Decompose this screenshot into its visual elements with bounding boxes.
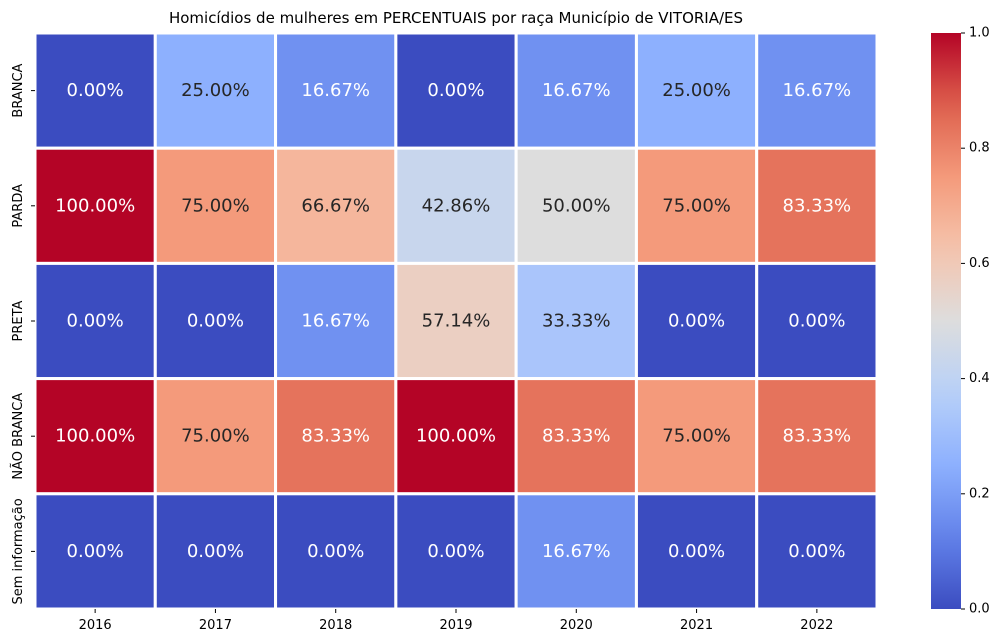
y-tick-label: BRANCA bbox=[11, 63, 26, 117]
heatmap-cell bbox=[634, 31, 759, 150]
x-axis: 2016 2017 2018 2019 2020 2021 2022 bbox=[79, 609, 833, 633]
cell-value-label: 83.33% bbox=[542, 426, 611, 447]
cell-value-label: 0.00% bbox=[67, 80, 124, 101]
heatmap-cell bbox=[274, 492, 398, 611]
x-tick-label: 2018 bbox=[319, 618, 352, 633]
colorbar-tick-label: 0.0 bbox=[969, 602, 990, 617]
heatmap-cell bbox=[274, 146, 398, 265]
colorbar-tick-label: 0.8 bbox=[969, 141, 990, 156]
cell-value-label: 16.67% bbox=[542, 80, 611, 101]
cell-value-label: 33.33% bbox=[542, 311, 611, 332]
x-tick-label: 2020 bbox=[560, 618, 593, 633]
cell-value-label: 0.00% bbox=[788, 311, 845, 332]
heatmap-cell bbox=[33, 377, 157, 496]
cell-value-label: 16.67% bbox=[783, 80, 852, 101]
x-tick-label: 2019 bbox=[439, 618, 472, 633]
heatmap-cell bbox=[153, 261, 278, 381]
cell-value-label: 25.00% bbox=[181, 80, 250, 101]
cell-value-label: 75.00% bbox=[662, 195, 731, 216]
cell-value-label: 75.00% bbox=[662, 426, 731, 447]
cell-value-label: 83.33% bbox=[301, 426, 370, 447]
cell-value-label: 42.86% bbox=[422, 195, 491, 216]
cell-value-label: 83.33% bbox=[783, 195, 852, 216]
y-axis: BRANCA PARDA PRETA NÃO BRANCA Sem informação bbox=[10, 63, 35, 605]
cell-value-label: 50.00% bbox=[542, 195, 611, 216]
x-tick-label: 2021 bbox=[680, 618, 713, 633]
x-tick-label: 2022 bbox=[800, 618, 833, 633]
heatmap-cells: 0.00% 25.00% 16.67% 0.00% 16.67% 25.00% 16.67%… bbox=[33, 31, 879, 611]
cell-value-label: 0.00% bbox=[67, 541, 124, 562]
x-tick-label: 2016 bbox=[79, 618, 112, 633]
heatmap-cell bbox=[755, 377, 879, 496]
cell-value-label: 0.00% bbox=[67, 311, 124, 332]
cell-value-label: 16.67% bbox=[542, 541, 611, 562]
colorbar-gradient bbox=[931, 33, 961, 609]
cell-value-label: 100.00% bbox=[416, 426, 496, 447]
cell-value-label: 25.00% bbox=[662, 80, 731, 101]
colorbar-tick-label: 0.4 bbox=[969, 371, 990, 386]
y-tick-label: NÃO BRANCA bbox=[10, 393, 26, 480]
y-tick-label: Sem informação bbox=[11, 498, 26, 604]
heatmap-cell bbox=[153, 31, 278, 150]
heatmap-cell bbox=[514, 261, 638, 381]
heatmap-cell bbox=[634, 261, 759, 381]
cell-value-label: 0.00% bbox=[307, 541, 364, 562]
chart-title: Homicídios de mulheres em PERCENTUAIS po… bbox=[169, 9, 743, 27]
heatmap-cell bbox=[394, 261, 518, 381]
cell-value-label: 0.00% bbox=[427, 541, 484, 562]
cell-value-label: 57.14% bbox=[422, 311, 491, 332]
cell-value-label: 0.00% bbox=[427, 80, 484, 101]
colorbar-tick-label: 0.2 bbox=[969, 486, 990, 501]
heatmap-cell bbox=[274, 261, 398, 381]
cell-value-label: 0.00% bbox=[187, 311, 244, 332]
heatmap-cell bbox=[755, 261, 879, 381]
cell-value-label: 75.00% bbox=[181, 195, 250, 216]
cell-value-label: 0.00% bbox=[668, 311, 725, 332]
cell-value-label: 66.67% bbox=[301, 195, 370, 216]
heatmap-cell bbox=[755, 146, 879, 265]
cell-value-label: 100.00% bbox=[55, 195, 135, 216]
heatmap-cell bbox=[33, 492, 157, 611]
cell-value-label: 0.00% bbox=[187, 541, 244, 562]
cell-value-label: 100.00% bbox=[55, 426, 135, 447]
cell-value-label: 16.67% bbox=[301, 311, 370, 332]
x-tick-label: 2017 bbox=[199, 618, 232, 633]
cell-value-label: 0.00% bbox=[668, 541, 725, 562]
cell-value-label: 83.33% bbox=[783, 426, 852, 447]
cell-value-label: 0.00% bbox=[788, 541, 845, 562]
y-tick-label: PARDA bbox=[11, 184, 26, 228]
colorbar: 0.0 0.2 0.4 0.6 0.8 1.0 bbox=[931, 26, 990, 617]
colorbar-tick-label: 1.0 bbox=[969, 26, 990, 41]
colorbar-tick-label: 0.6 bbox=[969, 256, 990, 271]
cell-value-label: 75.00% bbox=[181, 426, 250, 447]
cell-value-label: 16.67% bbox=[301, 80, 370, 101]
heatmap-cell bbox=[153, 377, 278, 496]
y-tick-label: PRETA bbox=[11, 300, 26, 341]
heatmap-cell bbox=[514, 146, 638, 265]
heatmap-cell bbox=[634, 377, 759, 496]
